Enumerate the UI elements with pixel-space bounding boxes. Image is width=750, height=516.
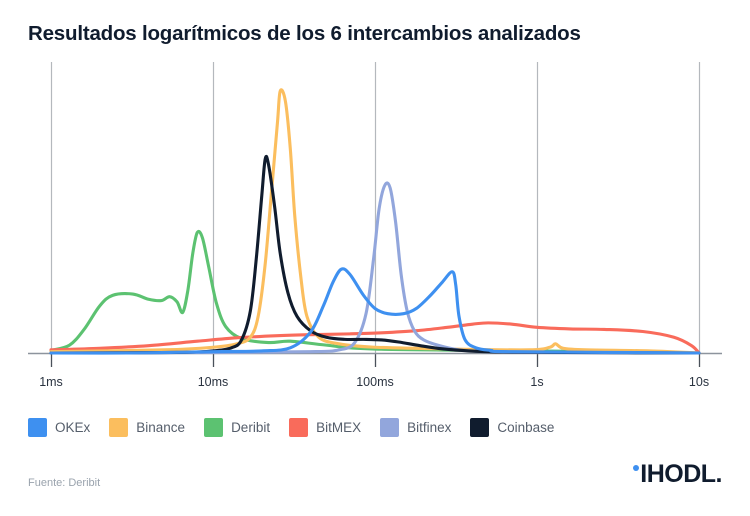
series-lines	[49, 88, 701, 355]
legend-item-deribit[interactable]: Deribit	[204, 418, 270, 437]
legend-label: Deribit	[231, 420, 271, 435]
legend-label: Binance	[136, 420, 186, 435]
legend-swatch-icon	[470, 418, 490, 437]
legend-swatch-icon	[204, 418, 224, 437]
plot-area: 1ms 10ms 100ms 1s 10s	[28, 62, 722, 389]
legend-label: OKEx	[55, 420, 91, 435]
legend-swatch-icon	[109, 418, 129, 437]
chart-canvas	[28, 62, 722, 367]
chart-legend: OKEx Binance Deribit BitMEX Bitfinex Coinbase	[28, 418, 573, 437]
axis-tick-label: 100ms	[356, 375, 394, 389]
legend-swatch-icon	[28, 418, 47, 437]
axis-tick-label: 10ms	[197, 375, 229, 389]
legend-label: Coinbase	[497, 420, 555, 435]
legend-item-coinbase[interactable]: Coinbase	[470, 418, 554, 437]
legend-swatch-icon	[289, 418, 309, 437]
axis-tick-label: 1ms	[39, 375, 63, 389]
legend-item-bitmex[interactable]: BitMEX	[289, 418, 361, 437]
brand-logo: IHODL.	[633, 462, 722, 487]
series-line-binance	[49, 88, 701, 355]
legend-label: BitMEX	[316, 420, 362, 435]
series-line-coinbase	[49, 154, 701, 355]
brand-name: IHODL.	[640, 460, 722, 488]
legend-item-binance[interactable]: Binance	[109, 418, 185, 437]
series-line-okex	[49, 267, 701, 355]
legend-swatch-icon	[380, 418, 400, 437]
legend-label: Bitfinex	[407, 420, 452, 435]
series-line-deribit	[49, 229, 701, 355]
source-note: Fuente: Deribit	[28, 477, 101, 489]
legend-item-okex[interactable]: OKEx	[28, 418, 90, 437]
series-line-bitmex	[49, 321, 701, 355]
dot-icon	[633, 465, 640, 471]
axis-tick-label: 1s	[530, 375, 544, 389]
page-title: Resultados logarítmicos de los 6 interca…	[28, 22, 581, 45]
legend-item-bitfinex[interactable]: Bitfinex	[380, 418, 451, 437]
axis-tick-marks	[50, 354, 701, 367]
axis-tick-label: 10s	[688, 375, 710, 389]
gridlines	[50, 62, 701, 353]
